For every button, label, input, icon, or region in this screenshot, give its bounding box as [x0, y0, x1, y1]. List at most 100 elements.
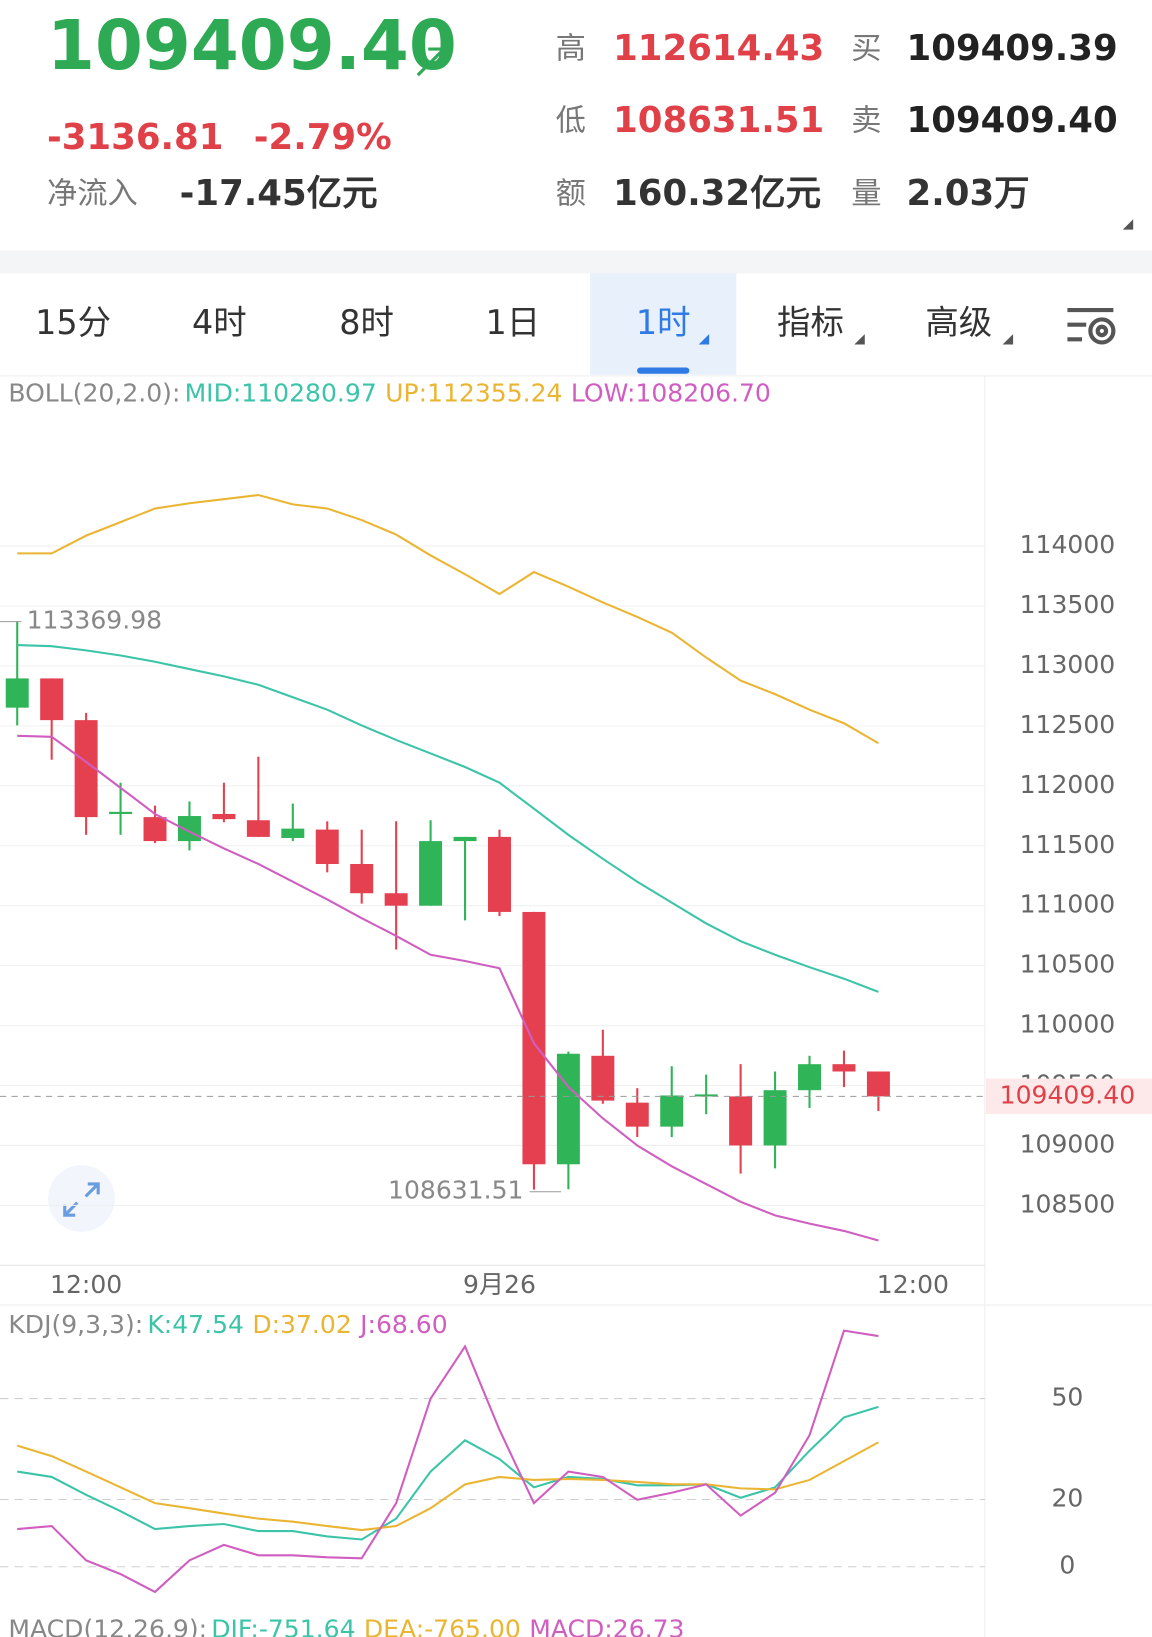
- indicator-line: [17, 734, 879, 1242]
- indicator-line: [16, 1441, 879, 1532]
- y-tick-label: 20: [1051, 1483, 1083, 1512]
- stat-label: 额: [556, 177, 586, 212]
- candle-body: [453, 836, 477, 842]
- indicator-line: [17, 493, 879, 745]
- indicator-legend: KDJ(9,3,3): K:47.54 D:37.02 J:68.60: [8, 1310, 447, 1339]
- y-tick-label: 109000: [1020, 1129, 1116, 1158]
- candle-body: [522, 911, 546, 1165]
- stat-value: 160.32亿元: [613, 173, 821, 214]
- candle-body: [763, 1090, 787, 1146]
- separator: [0, 250, 1152, 274]
- candle-body: [488, 836, 511, 912]
- candle-body: [729, 1096, 753, 1146]
- x-tick-label: 9月26: [463, 1270, 536, 1299]
- candle-body: [109, 811, 133, 814]
- stat-label: 量: [851, 177, 881, 212]
- stat-label: 买: [851, 32, 881, 67]
- y-tick-label: 110000: [1020, 1010, 1116, 1039]
- candle-body: [384, 893, 408, 906]
- legend-entry: MACD:26.73: [529, 1615, 684, 1637]
- settings-icon[interactable]: [1067, 307, 1116, 345]
- y-tick-label: 0: [1059, 1551, 1075, 1580]
- legend-entry: MID:110280.97: [185, 379, 377, 408]
- change: -3136.81: [47, 117, 223, 158]
- tab[interactable]: 4时: [192, 303, 247, 342]
- y-tick-label: 110500: [1020, 950, 1116, 979]
- candle-body: [798, 1064, 822, 1091]
- last-price: 109409.40: [47, 6, 457, 86]
- charts: 1085001090001095001100001105001110001115…: [0, 379, 1152, 1594]
- tab[interactable]: 高级: [925, 303, 992, 342]
- max-label: 113369.98: [27, 606, 162, 635]
- stat-value: 2.03万: [907, 173, 1030, 214]
- legend-title: KDJ(9,3,3):: [8, 1310, 143, 1339]
- tab[interactable]: 1日: [485, 303, 540, 342]
- indicator-line: [17, 1405, 879, 1541]
- y-tick-label: 113500: [1020, 590, 1116, 619]
- net-inflow-label: 净流入: [47, 177, 138, 212]
- change-pct: -2.79%: [254, 117, 392, 158]
- net-inflow: -17.45亿元: [180, 173, 378, 214]
- stat-value: 112614.43: [613, 28, 824, 69]
- legend-entry: DIF:-751.64: [211, 1615, 355, 1637]
- candle-body: [591, 1055, 615, 1101]
- y-tick-label: 50: [1051, 1383, 1083, 1412]
- tab[interactable]: 8时: [339, 303, 394, 342]
- quote-header: 109409.40 -3136.81 -2.79% 净流入 -17.45亿元 高…: [47, 6, 1134, 230]
- y-tick-label: 113000: [1020, 650, 1116, 679]
- legend-entry: LOW:108206.70: [571, 379, 771, 408]
- legend-entry: K:47.54: [147, 1310, 244, 1339]
- y-tick-label: 112000: [1020, 770, 1116, 799]
- candle-body: [212, 813, 236, 820]
- candle-body: [281, 828, 305, 838]
- legend-entry: UP:112355.24: [385, 379, 562, 408]
- indicator-line: [17, 1329, 879, 1594]
- stat-label: 低: [556, 104, 586, 139]
- candle-body: [143, 817, 167, 842]
- indicator-line: [17, 644, 879, 993]
- candle-body: [660, 1095, 684, 1127]
- legend-title: MACD(12,26,9):: [8, 1615, 207, 1637]
- macd-legend: MACD(12,26,9): DIF:-751.64 DEA:-765.00 MACD…: [8, 1615, 684, 1637]
- min-label: 108631.51: [388, 1176, 523, 1205]
- tab-selected-bg: [590, 273, 737, 375]
- legend-entry: D:37.02: [252, 1310, 351, 1339]
- candle-body: [419, 841, 443, 906]
- legend-entry: J:68.60: [358, 1310, 448, 1339]
- legend-title: BOLL(20,2.0):: [8, 379, 180, 408]
- last-price-label: 109409.40: [1000, 1080, 1135, 1109]
- candle-body: [832, 1064, 856, 1072]
- stat-value: 109409.40: [907, 100, 1118, 141]
- up-arrow: [416, 47, 445, 77]
- tab[interactable]: 1时: [636, 303, 691, 342]
- candle-body: [694, 1094, 718, 1097]
- candle-body: [350, 863, 374, 894]
- y-tick-label: 108500: [1020, 1189, 1116, 1218]
- candle-body: [246, 820, 270, 837]
- candle-body: [315, 829, 339, 864]
- x-tick-label: 12:00: [50, 1270, 122, 1299]
- candle-body: [556, 1053, 580, 1165]
- stat-label: 高: [556, 32, 586, 67]
- candle-body: [74, 720, 98, 818]
- stat-label: 卖: [851, 104, 881, 139]
- candle-body: [5, 678, 29, 708]
- tab-bar: 15分 4时 8时 1日 1时 指标 高级: [35, 273, 1116, 375]
- tab[interactable]: 指标: [777, 303, 844, 342]
- tab[interactable]: 15分: [35, 303, 111, 342]
- candle-body: [40, 678, 64, 721]
- y-tick-label: 112500: [1020, 710, 1116, 739]
- stat-value: 108631.51: [613, 100, 824, 141]
- y-tick-label: 111500: [1020, 830, 1116, 859]
- stat-value: 109409.39: [907, 28, 1118, 69]
- candle-body: [625, 1102, 649, 1127]
- x-tick-label: 12:00: [877, 1270, 949, 1299]
- candle-body: [866, 1071, 890, 1097]
- legend-entry: DEA:-765.00: [364, 1615, 521, 1637]
- indicator-legend: BOLL(20,2.0): MID:110280.97 UP:112355.24 LO…: [8, 379, 771, 408]
- tab-indicator: [637, 367, 690, 374]
- fullscreen-button[interactable]: [48, 1165, 115, 1232]
- y-tick-label: 111000: [1020, 890, 1116, 919]
- y-tick-label: 114000: [1020, 530, 1116, 559]
